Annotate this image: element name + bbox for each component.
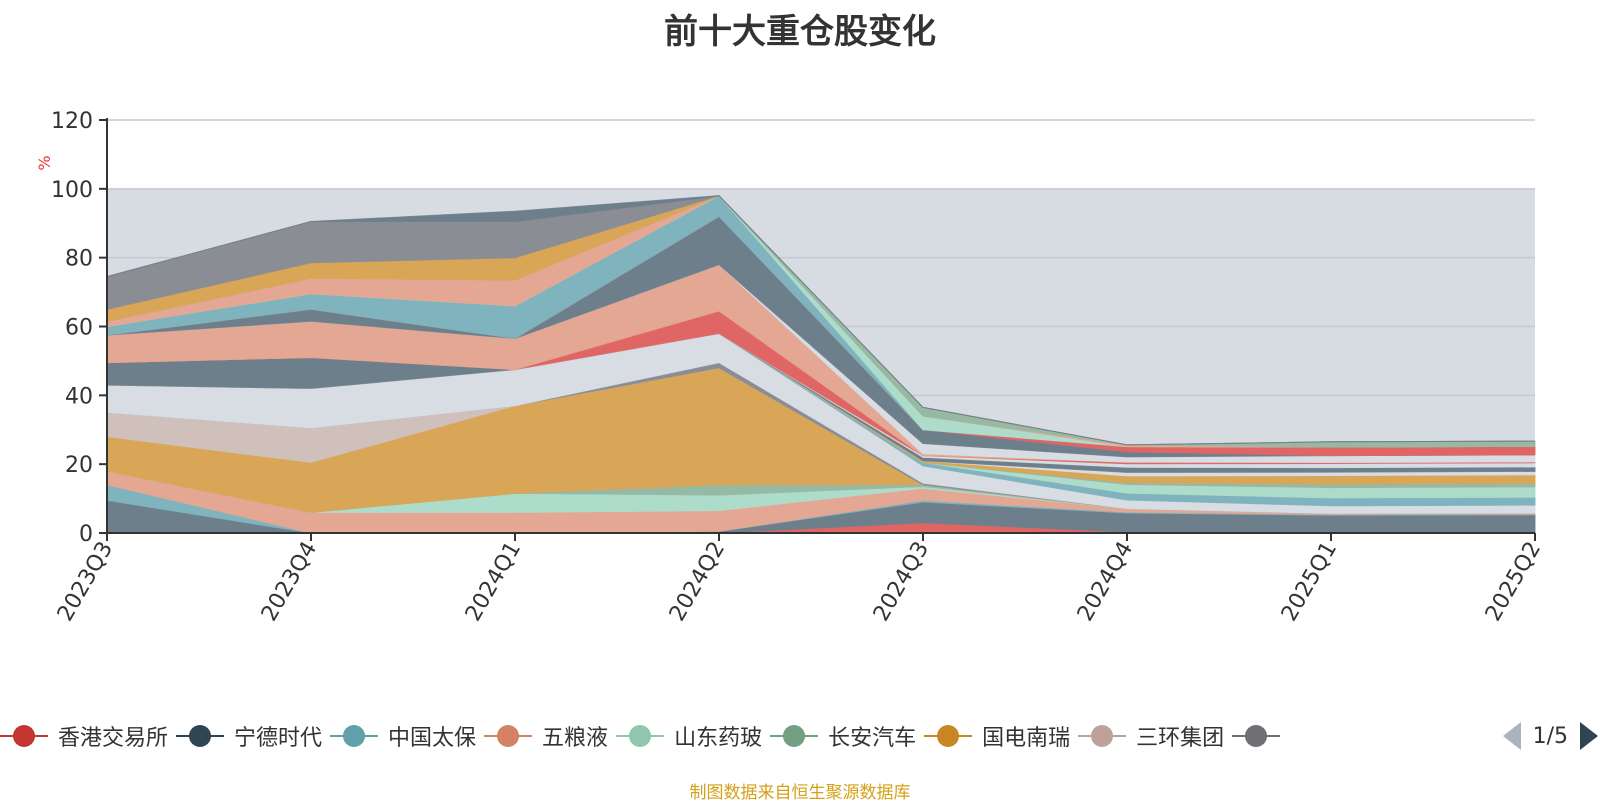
legend-item[interactable]: 宁德时代 [176, 720, 322, 752]
series-area-29 [106, 195, 1536, 446]
legend-item[interactable]: 山东药玻 [616, 720, 762, 752]
legend-item[interactable]: 国电南瑞 [924, 720, 1070, 752]
legend-label: 山东药玻 [674, 726, 763, 751]
legend-marker-icon [1232, 724, 1281, 748]
legend-marker-icon [924, 724, 973, 748]
pager-page-text: 1/5 [1532, 723, 1568, 749]
y-tick-label: 40 [65, 384, 93, 409]
legend-marker-icon [484, 724, 533, 748]
legend-item[interactable] [1232, 724, 1290, 748]
x-tick-label: 2024Q4 [1073, 538, 1138, 626]
area-chart: 0 20 40 60 80 100 120 2023Q3 2023Q4 2024Q1 2024Q2 2… [35, 109, 1546, 626]
legend-marker-icon [616, 724, 665, 748]
legend-marker-icon [770, 724, 819, 748]
x-tick-label: 2023Q4 [257, 538, 322, 626]
y-tick-label: 20 [65, 453, 93, 478]
x-tick-label: 2025Q2 [1481, 538, 1546, 626]
y-tick-label: 80 [65, 247, 93, 272]
x-tick-label: 2023Q3 [53, 538, 118, 626]
legend-marker-icon [1078, 724, 1127, 748]
x-tick-label: 2025Q1 [1277, 538, 1342, 626]
x-tick-label: 2024Q1 [461, 538, 526, 626]
legend-item[interactable]: 五粮液 [484, 720, 608, 752]
y-tick-label: 0 [79, 522, 93, 547]
chart-title: 前十大重仓股变化 [664, 12, 936, 52]
legend-item[interactable]: 长安汽车 [770, 720, 916, 752]
legend: 香港交易所 宁德时代 中国太保 五粮液 山东药玻 长安汽车 国电南瑞 三环集团 [0, 716, 1600, 756]
pager-next-icon[interactable] [1580, 722, 1598, 750]
legend-marker-icon [0, 724, 48, 748]
y-axis-unit: % [35, 155, 54, 170]
legend-item[interactable]: 三环集团 [1078, 720, 1224, 752]
legend-item[interactable]: 香港交易所 [0, 720, 168, 752]
legend-pager: 1/5 [1502, 716, 1600, 756]
pager-prev-icon[interactable] [1502, 722, 1521, 750]
x-tick-label: 2024Q2 [665, 538, 730, 626]
legend-label: 香港交易所 [58, 726, 169, 751]
y-tick-label: 100 [51, 178, 93, 203]
legend-label: 五粮液 [542, 726, 609, 751]
legend-marker-icon [176, 724, 225, 748]
y-tick-label: 60 [65, 316, 93, 341]
legend-label: 宁德时代 [234, 726, 323, 751]
legend-label: 国电南瑞 [982, 726, 1071, 751]
legend-item[interactable]: 中国太保 [330, 720, 476, 752]
legend-label: 中国太保 [388, 726, 477, 751]
legend-label: 三环集团 [1136, 726, 1225, 751]
legend-marker-icon [330, 724, 379, 748]
source-note: 制图数据来自恒生聚源数据库 [689, 783, 911, 803]
y-tick-label: 120 [51, 109, 93, 134]
x-tick-label: 2024Q3 [869, 538, 934, 626]
legend-label: 长安汽车 [828, 726, 917, 751]
